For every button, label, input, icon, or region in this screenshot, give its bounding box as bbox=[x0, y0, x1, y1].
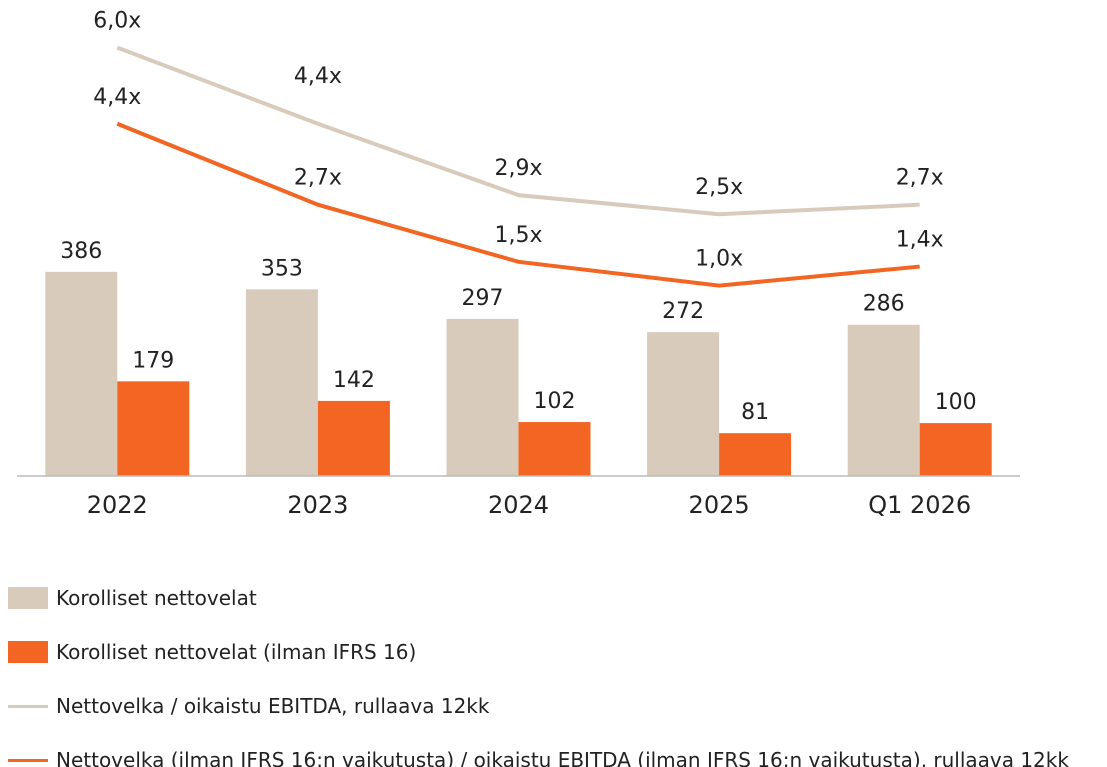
bar-value-label: 272 bbox=[662, 299, 704, 324]
bar bbox=[719, 433, 792, 476]
legend-label: Korolliset nettovelat bbox=[56, 586, 257, 610]
line-value-label: 6,0x bbox=[93, 9, 141, 34]
legend-label: Korolliset nettovelat (ilman IFRS 16) bbox=[56, 640, 417, 664]
legend-swatch bbox=[8, 686, 48, 726]
line-value-label: 1,0x bbox=[695, 247, 743, 272]
line-value-label: 2,5x bbox=[695, 175, 743, 200]
legend-label: Nettovelka (ilman IFRS 16:n vaikutusta) … bbox=[56, 748, 1069, 767]
bar bbox=[919, 423, 992, 476]
line bbox=[116, 121, 920, 288]
legend-item: Nettovelka (ilman IFRS 16:n vaikutusta) … bbox=[8, 740, 1098, 767]
bar bbox=[45, 271, 118, 476]
legend-label: Nettovelka / oikaistu EBITDA, rullaava 1… bbox=[56, 694, 490, 718]
bar-value-label: 100 bbox=[935, 390, 977, 415]
line-value-label: 4,4x bbox=[294, 64, 342, 89]
legend-swatch bbox=[8, 632, 48, 672]
bar bbox=[518, 422, 591, 476]
line-value-label: 4,4x bbox=[93, 85, 141, 110]
line-value-label: 1,4x bbox=[896, 228, 944, 253]
bar-value-label: 81 bbox=[741, 400, 769, 425]
bar bbox=[446, 318, 519, 476]
line-value-label: 2,7x bbox=[294, 166, 342, 191]
legend-item: Korolliset nettovelat bbox=[8, 578, 1098, 618]
legend-item: Korolliset nettovelat (ilman IFRS 16) bbox=[8, 632, 1098, 672]
bar-value-label: 353 bbox=[261, 256, 303, 281]
x-tick-label: 2022 bbox=[87, 491, 148, 519]
bar-value-label: 386 bbox=[60, 239, 102, 264]
bar-value-label: 102 bbox=[534, 389, 576, 414]
legend-swatch bbox=[8, 740, 48, 767]
line-value-label: 2,7x bbox=[896, 166, 944, 191]
line bbox=[116, 45, 920, 217]
legend-item: Nettovelka / oikaistu EBITDA, rullaava 1… bbox=[8, 686, 1098, 726]
x-tick-label: 2024 bbox=[488, 491, 549, 519]
bar bbox=[245, 289, 318, 476]
bar-value-label: 179 bbox=[132, 348, 174, 373]
x-tick-label: Q1 2026 bbox=[868, 491, 971, 519]
line-value-label: 1,5x bbox=[494, 223, 542, 248]
bar bbox=[317, 400, 390, 476]
bar-value-label: 286 bbox=[863, 292, 905, 317]
bar bbox=[847, 324, 920, 476]
bar-value-label: 297 bbox=[462, 286, 504, 311]
legend-swatch bbox=[8, 578, 48, 618]
x-tick-label: 2023 bbox=[287, 491, 348, 519]
legend: Korolliset nettovelat Korolliset nettovel… bbox=[8, 578, 1098, 767]
line-value-label: 2,9x bbox=[494, 156, 542, 181]
bar bbox=[647, 332, 720, 476]
bar-value-label: 142 bbox=[333, 368, 375, 393]
x-tick-label: 2025 bbox=[689, 491, 750, 519]
chart: 386 353 297 272 286 179 142 102 81 100 2022 2023 202… bbox=[17, 9, 1020, 519]
bar bbox=[117, 381, 190, 476]
